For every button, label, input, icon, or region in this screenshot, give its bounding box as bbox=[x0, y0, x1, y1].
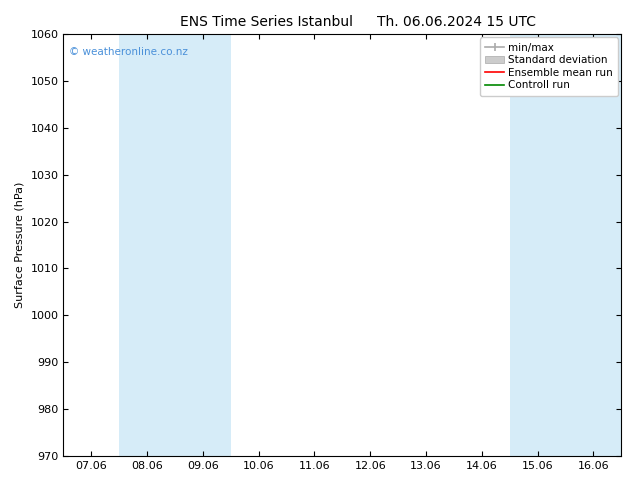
Text: © weatheronline.co.nz: © weatheronline.co.nz bbox=[69, 47, 188, 57]
Bar bbox=[510, 34, 621, 456]
Legend: min/max, Standard deviation, Ensemble mean run, Controll run: min/max, Standard deviation, Ensemble me… bbox=[480, 37, 618, 96]
Text: Th. 06.06.2024 15 UTC: Th. 06.06.2024 15 UTC bbox=[377, 15, 536, 29]
Bar bbox=[119, 34, 231, 456]
Y-axis label: Surface Pressure (hPa): Surface Pressure (hPa) bbox=[15, 182, 25, 308]
Text: ENS Time Series Istanbul: ENS Time Series Istanbul bbox=[180, 15, 353, 29]
